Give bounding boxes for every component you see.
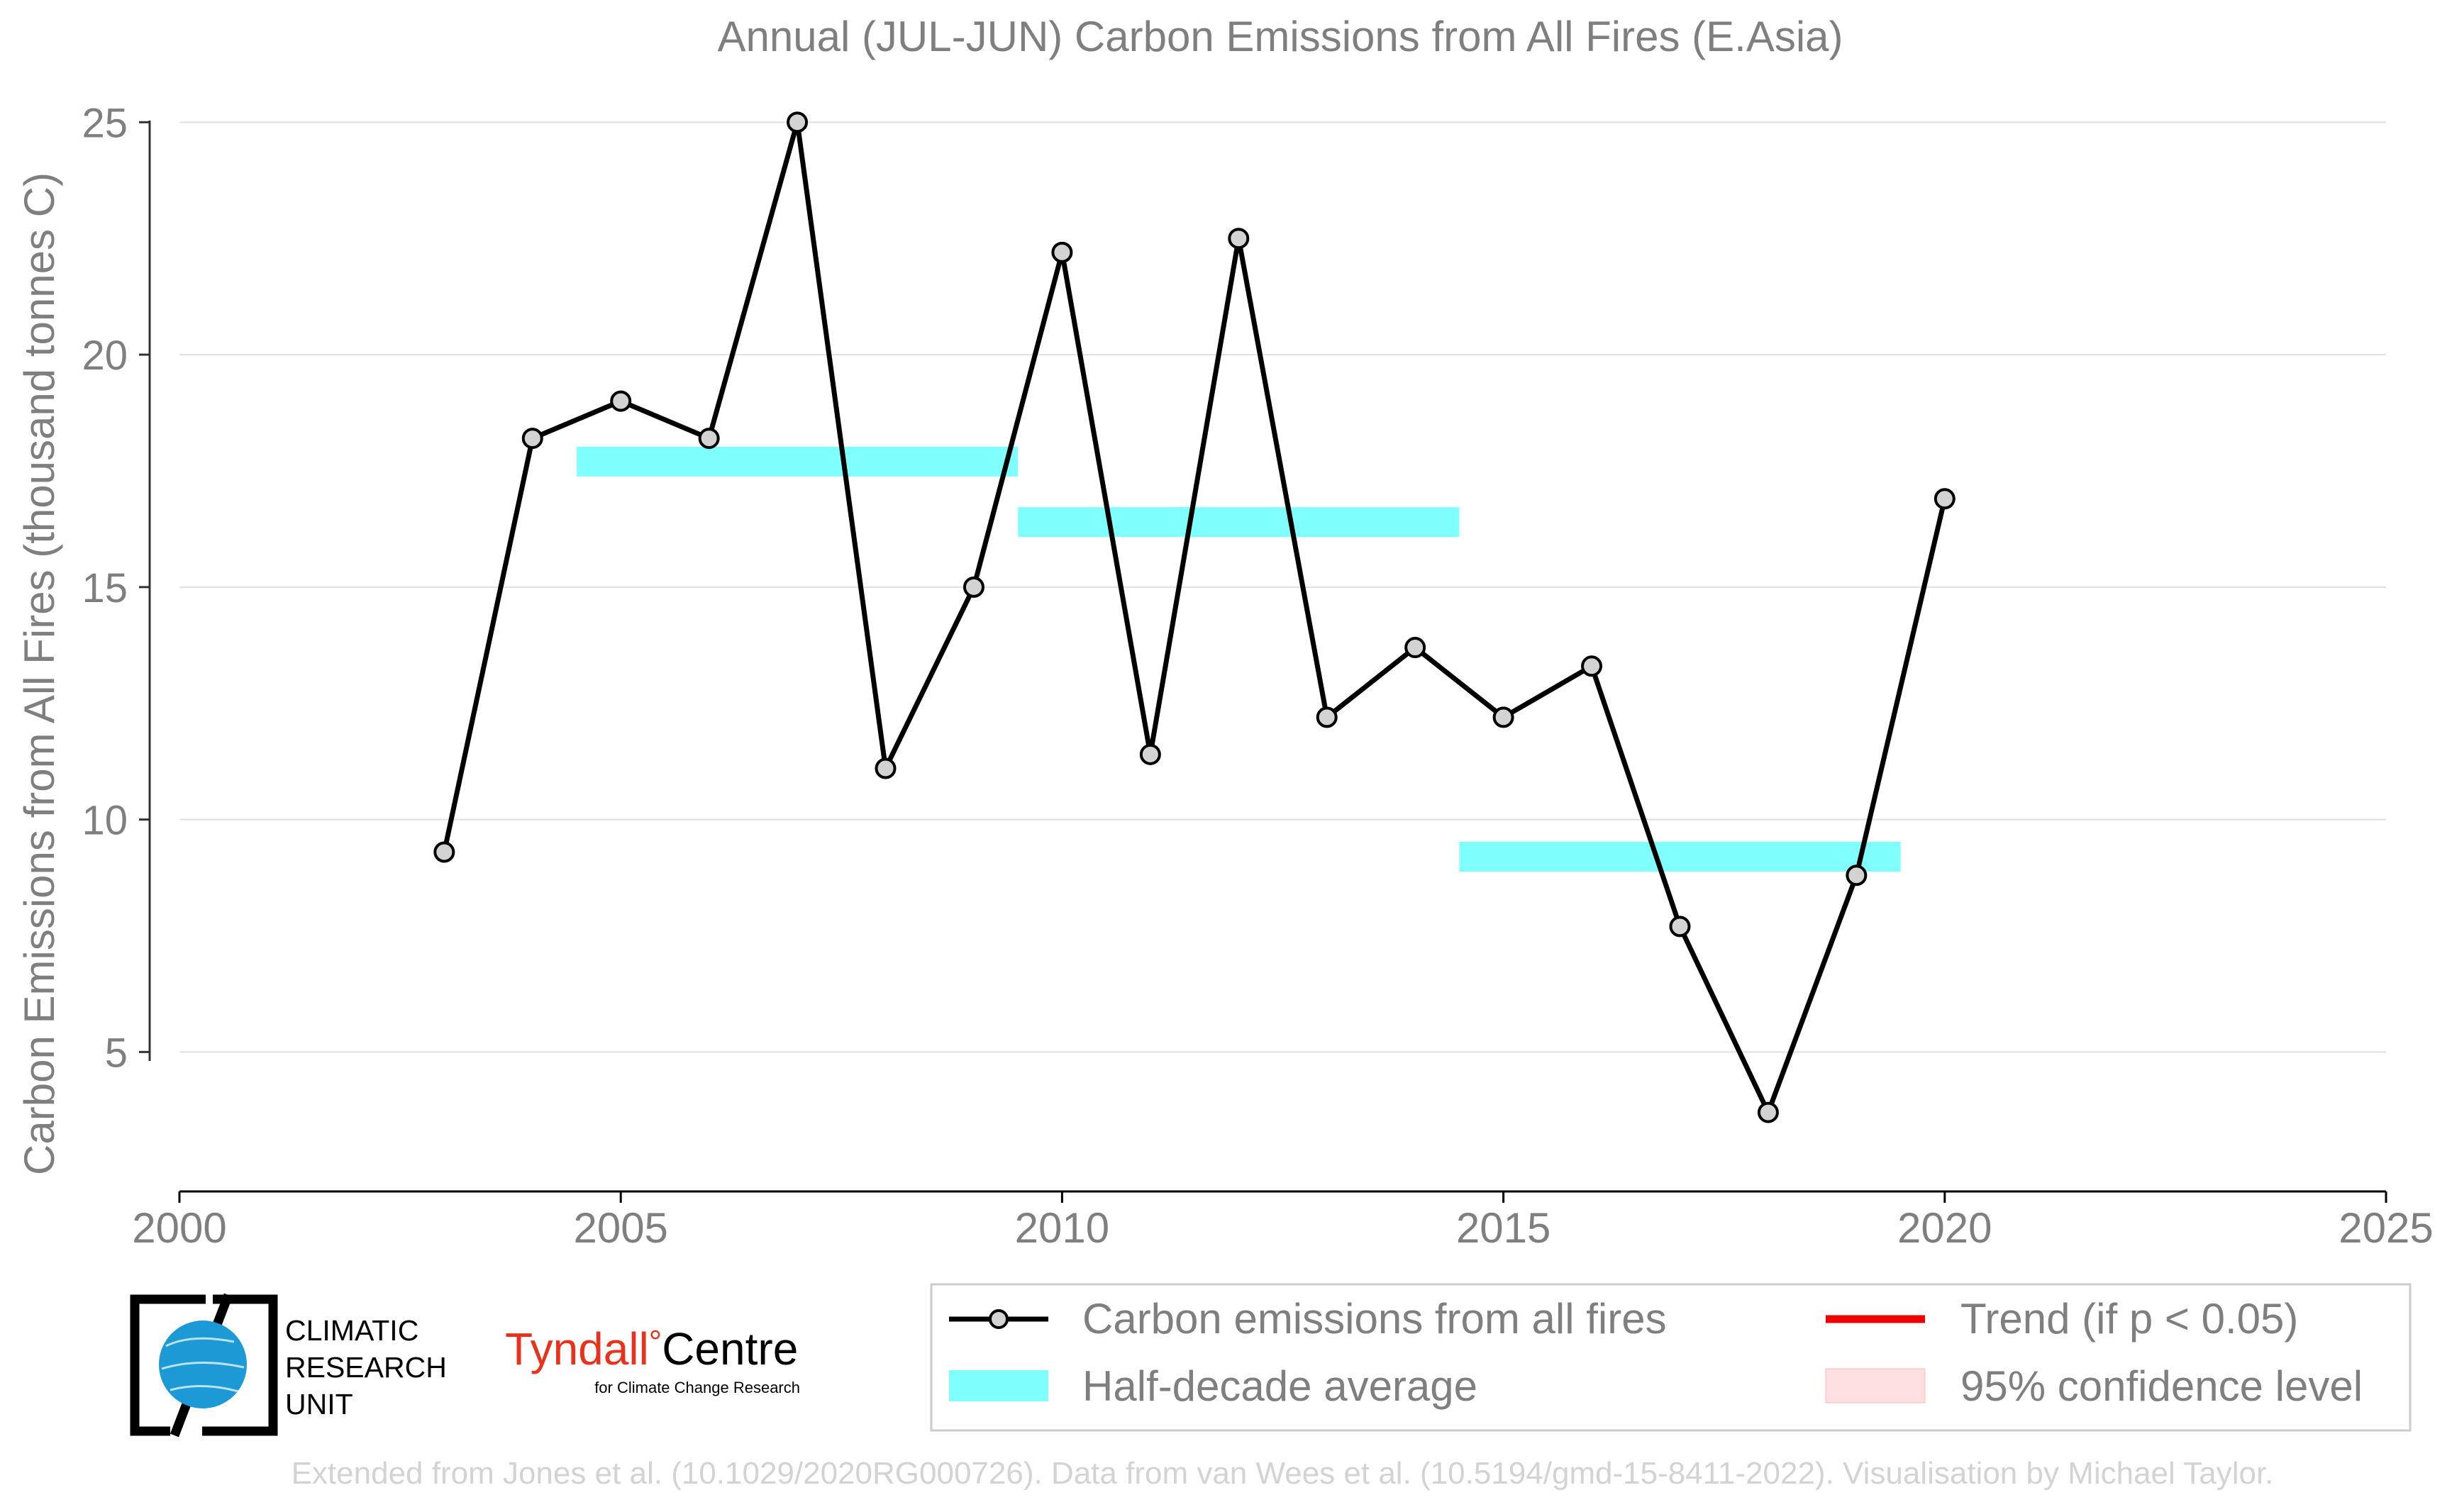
emissions-point xyxy=(1492,706,1514,728)
tyndall-logo: Tyndall°Centre for Climate Change Resear… xyxy=(505,1323,800,1396)
y-tick-label: 5 xyxy=(105,1030,128,1076)
cru-logo-line-2: RESEARCH xyxy=(285,1351,447,1384)
x-tick-label: 2020 xyxy=(1897,1204,1992,1252)
legend-marker-emissions-swatch xyxy=(989,1309,1009,1329)
x-tick-label: 2015 xyxy=(1456,1204,1550,1252)
emissions-point xyxy=(1139,743,1161,765)
emissions-line xyxy=(441,119,1948,1116)
y-tick-label: 15 xyxy=(82,565,128,611)
emissions-point xyxy=(1228,228,1250,250)
cru-logo-frame-left xyxy=(130,1294,206,1436)
gridlines xyxy=(179,121,2386,1053)
emissions-point xyxy=(1581,655,1603,677)
emissions-point xyxy=(1051,241,1073,263)
legend-label-trend: Trend (if p < 0.05) xyxy=(1960,1295,2298,1343)
tyndall-logo-centre: Centre xyxy=(662,1323,798,1374)
legend-swatch-confidence xyxy=(1825,1368,1926,1403)
emissions-point xyxy=(963,576,984,598)
emissions-point xyxy=(1316,706,1338,728)
emissions-series xyxy=(441,119,1948,1116)
legend-label-emissions: Carbon emissions from all fires xyxy=(1082,1295,1667,1343)
y-tick-label: 10 xyxy=(82,798,128,844)
y-tick-label: 25 xyxy=(82,100,128,146)
credit-text: Extended from Jones et al. (10.1029/2020… xyxy=(292,1456,2274,1491)
cru-logo-line-3: UNIT xyxy=(285,1388,353,1421)
legend-box xyxy=(930,1283,2412,1432)
legend-swatch-half-decade xyxy=(949,1370,1048,1401)
emissions-point xyxy=(1846,865,1868,886)
svg-text:Tyndall°Centre: Tyndall°Centre xyxy=(505,1323,798,1374)
emissions-point xyxy=(1934,488,1956,510)
tyndall-logo-degree: ° xyxy=(649,1323,662,1360)
chart-title: Annual (JUL-JUN) Carbon Emissions from A… xyxy=(717,13,1843,60)
x-tick-label: 2010 xyxy=(1015,1204,1109,1252)
emissions-point xyxy=(1757,1101,1779,1123)
emissions-point xyxy=(433,841,455,863)
cru-logo: CLIMATIC RESEARCH UNIT xyxy=(130,1293,447,1438)
legend: Carbon emissions from all fires Half-dec… xyxy=(930,1283,2412,1432)
emissions-points xyxy=(433,111,1956,1123)
legend-label-confidence: 95% confidence level xyxy=(1960,1362,2363,1410)
globe-contour-2 xyxy=(161,1361,245,1370)
globe-contour-1 xyxy=(165,1337,235,1347)
x-tick-label: 2025 xyxy=(2339,1204,2433,1252)
globe-icon xyxy=(159,1321,247,1408)
globe-contour-3 xyxy=(170,1385,239,1393)
x-tick-label: 2005 xyxy=(573,1204,667,1252)
emissions-point xyxy=(787,111,809,133)
legend-label-half-decade: Half-decade average xyxy=(1082,1362,1477,1410)
half-decade-average-series xyxy=(576,446,1901,872)
y-tick-label: 20 xyxy=(82,333,128,379)
emissions-point xyxy=(521,428,543,450)
y-axis-label: Carbon Emissions from All Fires (thousan… xyxy=(16,172,63,1175)
tyndall-logo-subtitle: for Climate Change Research xyxy=(594,1379,800,1396)
cru-logo-line-1: CLIMATIC xyxy=(285,1314,418,1347)
emissions-point xyxy=(875,757,897,779)
x-tick-label: 2000 xyxy=(132,1204,226,1252)
emissions-point xyxy=(1669,916,1691,938)
cru-logo-frame-right xyxy=(202,1294,278,1436)
tyndall-logo-main: Tyndall xyxy=(505,1323,649,1374)
emissions-point xyxy=(1404,637,1426,659)
emissions-point xyxy=(610,390,632,412)
emissions-point xyxy=(698,428,720,450)
